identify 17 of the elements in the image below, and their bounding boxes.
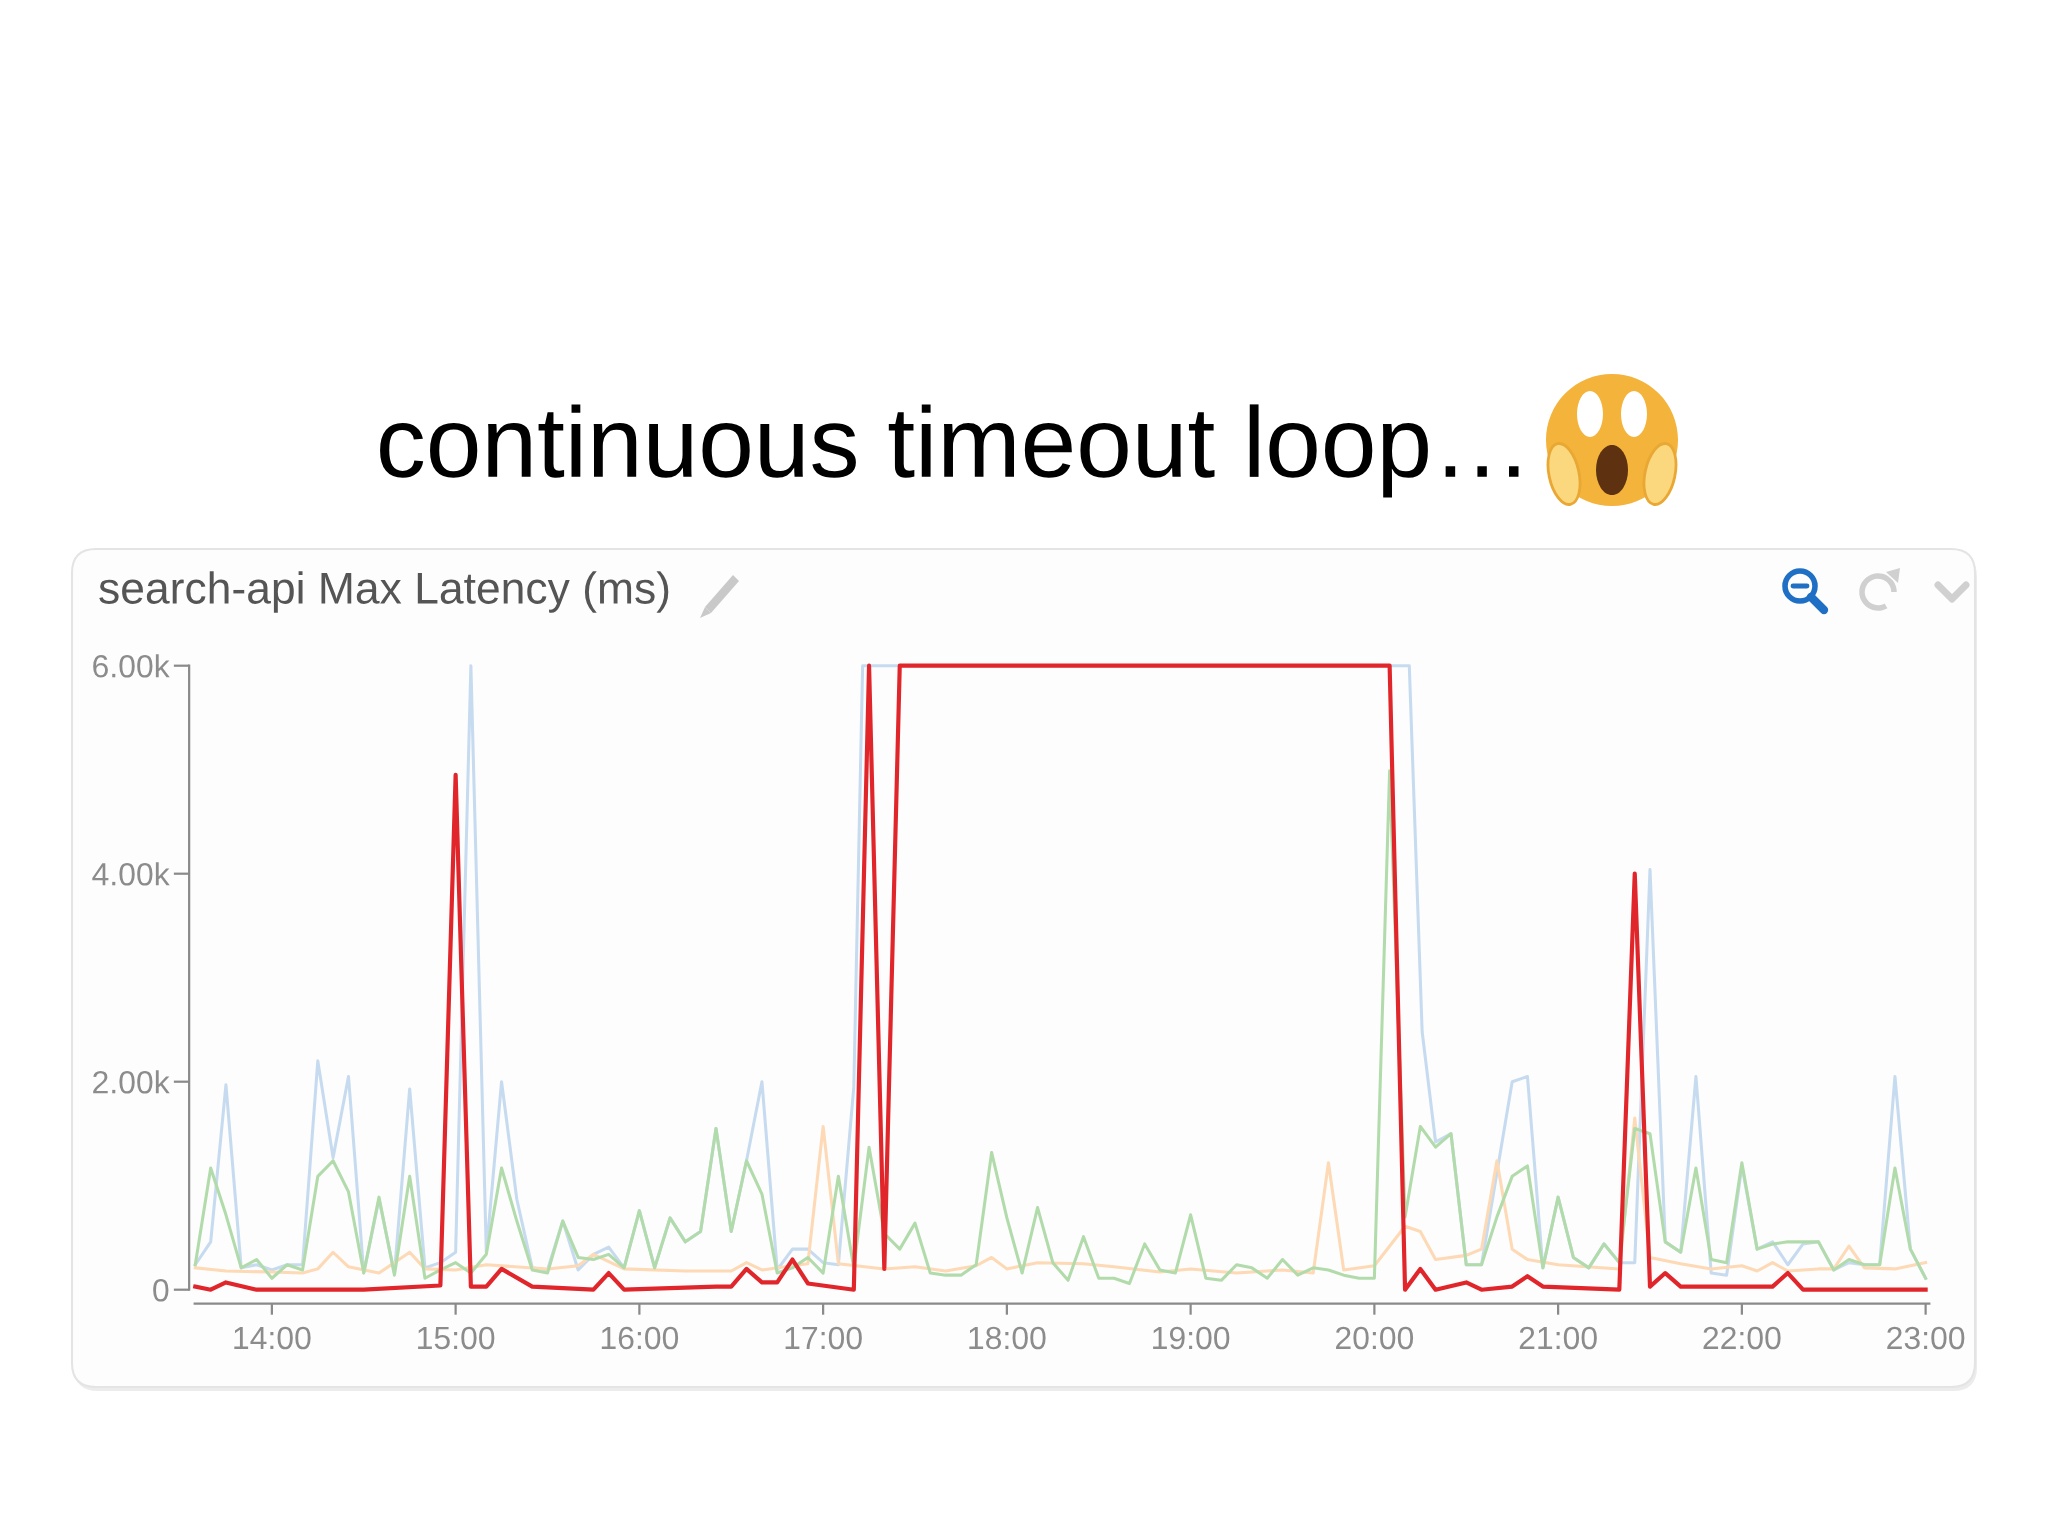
y-tick-label: 4.00k	[92, 862, 170, 886]
chart-subtitle: search-api Max Latency (ms)	[99, 571, 669, 613]
x-tick-label: 22:00	[1703, 1326, 1781, 1350]
chart-title: continuous timeout loop…	[380, 404, 1519, 498]
x-tick-label: 20:00	[1336, 1326, 1414, 1350]
line-series	[193, 769, 1928, 1285]
x-tick-label: 21:00	[1519, 1326, 1597, 1350]
x-tick-label: 18:00	[969, 1326, 1046, 1350]
y-tick-label: 0	[153, 1278, 169, 1302]
x-tick-label: 23:00	[1887, 1326, 1965, 1350]
y-tick-label: 6.00k	[93, 654, 170, 678]
x-tick-label: 17:00	[785, 1326, 862, 1350]
x-tick-label: 16:00	[601, 1326, 679, 1350]
x-tick-label: 15:00	[418, 1326, 495, 1350]
x-tick-label: 19:00	[1153, 1326, 1230, 1350]
x-tick-label: 14:00	[234, 1326, 311, 1350]
y-tick-label: 2.00k	[93, 1070, 170, 1094]
